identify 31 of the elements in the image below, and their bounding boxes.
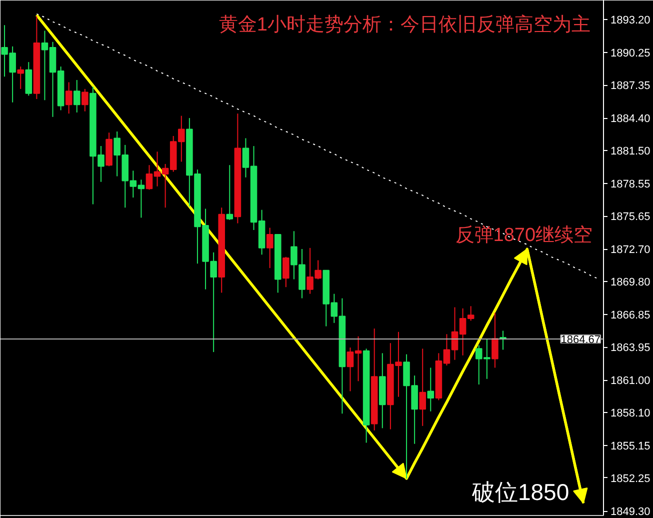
candlestick	[282, 256, 290, 288]
y-tick-label: 1861.00	[610, 375, 650, 388]
y-tick-label: 1852.25	[610, 472, 650, 485]
y-tick-label: 1878.55	[610, 178, 650, 191]
candlestick	[266, 227, 274, 269]
y-tick-label: 1872.70	[610, 244, 650, 256]
y-tick-label: 1863.95	[610, 342, 650, 354]
y-tick-label: 1875.65	[610, 211, 650, 224]
annotation: 破位1850	[470, 479, 570, 506]
text: 黄金1小时走势分析：今日依旧反弹高空为主	[218, 14, 591, 36]
candlestick	[82, 88, 88, 112]
y-tick-label: 1887.35	[610, 80, 650, 92]
y-tick-label: 1893.20	[610, 14, 650, 27]
ref-line-label: 1864.67	[560, 334, 601, 346]
y-tick-label: 1884.40	[610, 113, 650, 126]
y-tick-label: 1881.50	[610, 146, 650, 158]
candlestick	[226, 164, 234, 220]
y-tick-label: 1858.10	[610, 408, 650, 420]
y-tick-label: 1855.15	[610, 440, 650, 453]
y-tick-label: 1849.30	[610, 506, 650, 518]
annotation: 反弹1870继续空	[455, 224, 593, 246]
candlestick	[419, 348, 426, 426]
candlestick	[25, 62, 32, 96]
y-tick-label: 1890.25	[610, 48, 650, 60]
candlestick	[73, 79, 80, 113]
y-tick-label: 1866.85	[610, 310, 650, 322]
candlestick	[492, 312, 498, 368]
y-tick-label: 1869.80	[610, 276, 650, 289]
candlestick	[427, 367, 434, 412]
candlestick	[65, 82, 72, 114]
candlestick	[17, 66, 24, 90]
